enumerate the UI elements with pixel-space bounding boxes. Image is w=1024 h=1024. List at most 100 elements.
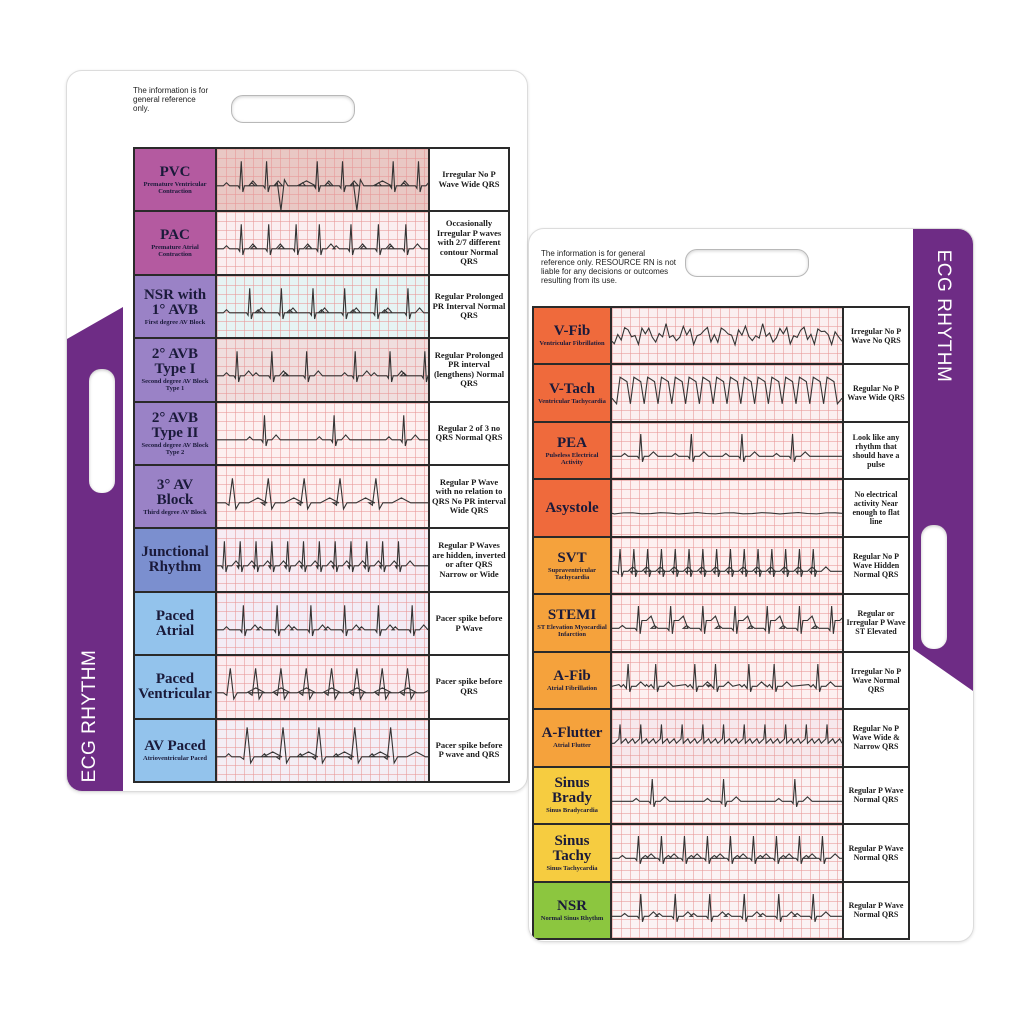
ecg-waveform — [217, 149, 428, 210]
rhythm-description: Regular Prolonged PR Interval Normal QRS — [430, 275, 508, 338]
rhythm-name: A-Flutter — [541, 725, 603, 742]
rhythm-description: Regular or Irregular P Wave ST Elevated — [844, 595, 908, 651]
ecg-waveform — [217, 656, 428, 717]
rhythm-row: Sinus Brady Sinus Bradycardia Regular P Wa… — [534, 767, 908, 824]
ecg-waveform — [217, 276, 428, 337]
ecg-strip — [217, 212, 428, 274]
ecg-strip — [612, 480, 842, 536]
rhythm-description: Occasionally Irregular P waves with 2/7 … — [430, 212, 508, 274]
rhythm-subtitle: Second degree AV Block Type 2 — [141, 441, 209, 456]
ecg-trace — [612, 836, 842, 864]
rhythm-name: V-Tach — [549, 380, 595, 397]
band-label: ECG RHYTHM — [933, 249, 954, 383]
ecg-card-right: ECG RHYTHM The information is for genera… — [528, 228, 974, 942]
rhythm-subtitle: Premature Atrial Contraction — [151, 244, 199, 259]
rhythm-description: No electrical activity Near enough to fl… — [844, 480, 908, 536]
ecg-waveform — [612, 595, 842, 650]
rhythm-row: SVT Supraventricular Tachycardia Regular N… — [534, 537, 908, 594]
ecg-strip — [612, 825, 842, 881]
rhythm-name: Sinus Tachy — [552, 832, 592, 864]
rhythm-name: STEMI — [547, 606, 597, 623]
rhythm-subtitle: Atrial Fibrillation — [546, 684, 597, 692]
rhythm-name-cell: Asystole — [534, 480, 610, 536]
rhythm-name-cell: 2° AVB Type I Second degree AV Block Type… — [135, 339, 215, 401]
rhythm-description: Regular No P Wave Wide & Narrow QRS — [844, 710, 908, 766]
rhythm-row: A-Flutter Atrial Flutter Regular No P Wave… — [534, 710, 908, 766]
rhythm-row: Paced Atrial Pacer spike before P Wave — [135, 592, 508, 655]
rhythm-subtitle: Second degree AV Block Type 1 — [141, 378, 209, 393]
ecg-strip — [217, 149, 428, 211]
rhythm-description: Pacer spike before QRS — [430, 656, 508, 718]
rhythm-name: 2° AVB Type II — [151, 409, 199, 441]
ecg-strip — [612, 652, 842, 709]
rhythm-name-cell: STEMI ST Elevation Myocardial Infarction — [534, 595, 610, 651]
rhythm-subtitle: Pulseless Electrical Activity — [545, 451, 599, 466]
rhythm-subtitle: Sinus Tachycardia — [546, 864, 598, 872]
ecg-waveform — [612, 480, 842, 535]
ecg-card-left: ECG RHYTHM The information is for genera… — [66, 70, 528, 792]
ecg-waveform — [612, 710, 842, 765]
rhythm-row: Sinus Tachy Sinus Tachycardia Regular P Wa… — [534, 825, 908, 881]
rhythm-name-cell: Sinus Tachy Sinus Tachycardia — [534, 825, 610, 881]
rhythm-name-cell: V-Fib Ventricular Fibrillation — [534, 308, 610, 364]
rhythm-name: Sinus Brady — [551, 775, 592, 807]
rhythm-row: NSR Normal Sinus Rhythm Regular P Wave Nor… — [534, 882, 908, 938]
ecg-strip — [217, 719, 428, 782]
rhythm-name: AV Paced — [144, 737, 206, 754]
rhythm-name: A-Fib — [553, 667, 591, 684]
rhythm-subtitle: First degree AV Block — [144, 318, 206, 326]
rhythm-name: Junctional Rhythm — [141, 544, 209, 576]
rhythm-subtitle: Supraventricular Tachycardia — [547, 566, 597, 581]
ecg-waveform — [612, 365, 842, 420]
lanyard-slot — [921, 525, 947, 649]
ecg-waveform — [612, 308, 842, 363]
rhythm-row: 2° AVB Type I Second degree AV Block Type… — [135, 339, 508, 401]
rhythm-name: NSR — [556, 897, 587, 914]
ecg-waveform — [217, 403, 428, 464]
rhythm-name-cell: SVT Supraventricular Tachycardia — [534, 537, 610, 594]
rhythm-name: Paced Atrial — [155, 607, 195, 639]
ecg-trace — [612, 606, 842, 634]
rhythm-subtitle: Ventricular Tachycardia — [538, 397, 606, 405]
ecg-trace — [612, 378, 842, 405]
ecg-waveform — [217, 339, 428, 400]
rhythm-name-cell: 3° AV Block Third degree AV Block — [135, 466, 215, 528]
rhythm-description: Pacer spike before P Wave — [430, 592, 508, 655]
rhythm-name: 2° AVB Type I — [151, 346, 199, 378]
ecg-strip — [217, 275, 428, 338]
rhythm-name: NSR with 1° AVB — [143, 286, 207, 318]
rhythm-name-cell: Paced Atrial — [135, 592, 215, 655]
rhythm-subtitle: Third degree AV Block — [143, 508, 207, 516]
ecg-waveform — [612, 768, 842, 823]
ecg-trace — [612, 894, 842, 922]
ecg-waveform — [612, 825, 842, 880]
ecg-waveform — [612, 538, 842, 593]
ecg-strip — [612, 365, 842, 421]
rhythm-table: PVC Premature Ventricular Contraction Irre… — [133, 147, 510, 783]
rhythm-name-cell: PAC Premature Atrial Contraction — [135, 212, 215, 274]
ecg-trace — [217, 478, 428, 509]
rhythm-description: Look like any rhythm that should have a … — [844, 422, 908, 479]
rhythm-row: NSR with 1° AVB First degree AV Block Regu… — [135, 275, 508, 338]
rhythm-row: Paced Ventricular Pacer spike before QRS — [135, 656, 508, 718]
rhythm-row: 3° AV Block Third degree AV Block Regular … — [135, 466, 508, 528]
ecg-strip — [217, 592, 428, 655]
ecg-trace — [217, 605, 428, 636]
ecg-strip — [217, 529, 428, 591]
ecg-trace — [612, 725, 842, 744]
ecg-waveform — [612, 423, 842, 478]
rhythm-description: Regular P Waves are hidden, inverted or … — [430, 529, 508, 591]
rhythm-description: Regular No P Wave Wide QRS — [844, 365, 908, 421]
rhythm-name-cell: PVC Premature Ventricular Contraction — [135, 149, 215, 211]
rhythm-name-cell: NSR with 1° AVB First degree AV Block — [135, 275, 215, 338]
rhythm-row: AV Paced Atrioventricular Paced Pacer spik… — [135, 719, 508, 782]
rhythm-row: PEA Pulseless Electrical Activity Look lik… — [534, 422, 908, 479]
rhythm-name-cell: NSR Normal Sinus Rhythm — [534, 882, 610, 938]
disclaimer: The information is for general reference… — [133, 86, 209, 113]
rhythm-name-cell: A-Fib Atrial Fibrillation — [534, 652, 610, 709]
rhythm-name: Paced Ventricular — [138, 670, 212, 702]
rhythm-name-cell: Paced Ventricular — [135, 656, 215, 718]
rhythm-subtitle: Atrial Flutter — [553, 742, 591, 750]
ecg-waveform — [612, 653, 842, 708]
rhythm-subtitle: Sinus Bradycardia — [546, 807, 598, 815]
